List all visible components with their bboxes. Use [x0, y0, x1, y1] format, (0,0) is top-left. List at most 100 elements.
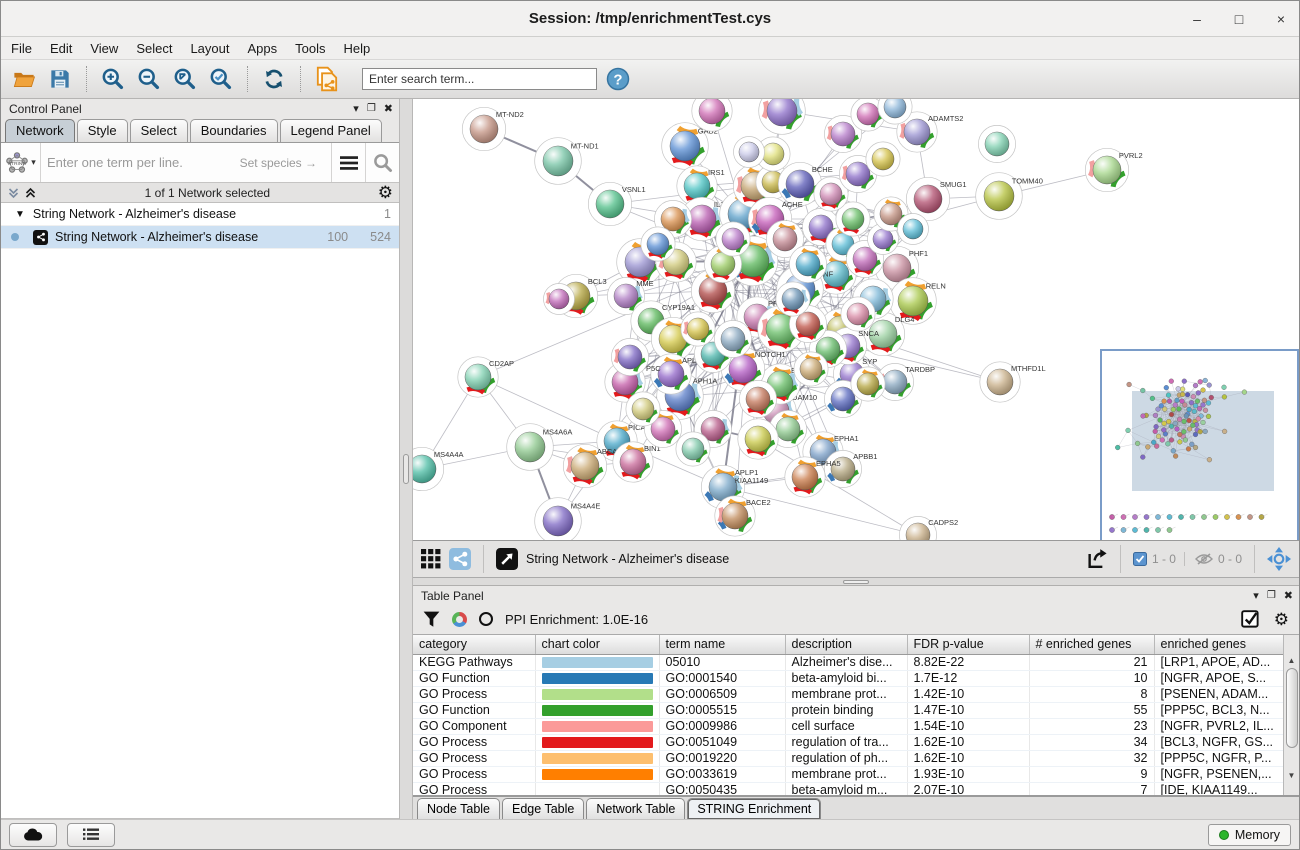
network-from-clipboard-button[interactable] — [312, 64, 342, 94]
cloud-tasks-button[interactable] — [9, 822, 57, 847]
protein-node[interactable] — [793, 351, 829, 387]
protein-node[interactable]: MS4A4E — [534, 497, 601, 541]
protein-node[interactable] — [694, 410, 732, 448]
open-in-window-icon[interactable] — [496, 548, 518, 570]
string-options-button[interactable] — [331, 143, 365, 182]
chart-settings-icon[interactable] — [452, 611, 467, 627]
panel-close-icon[interactable]: ✖ — [383, 103, 393, 115]
protein-node[interactable]: CADPS2 — [899, 516, 958, 541]
protein-node[interactable] — [611, 338, 649, 376]
table-row[interactable]: GO Component GO:0009986 cell surface 1.54E-… — [413, 718, 1283, 735]
protein-node[interactable] — [840, 296, 876, 332]
vertical-splitter[interactable] — [400, 99, 413, 819]
protein-node[interactable] — [739, 380, 777, 418]
protein-node[interactable]: DLG4 — [860, 311, 914, 357]
protein-node[interactable] — [789, 245, 827, 283]
maximize-button[interactable]: □ — [1234, 11, 1244, 27]
zoom-selected-button[interactable] — [206, 64, 236, 94]
table-row[interactable]: GO Function GO:0001540 beta-amyloid bi... 1… — [413, 670, 1283, 687]
navigator-compass-icon[interactable] — [1267, 547, 1291, 571]
table-row[interactable]: GO Process GO:0051049 regulation of tra...… — [413, 734, 1283, 751]
protein-node[interactable] — [809, 330, 847, 368]
protein-node[interactable] — [640, 226, 676, 262]
protein-node[interactable]: GFAP — [815, 253, 867, 295]
protein-node[interactable] — [897, 213, 929, 245]
close-button[interactable]: × — [1276, 11, 1286, 27]
protein-node[interactable]: IL1B — [679, 196, 729, 242]
column-header[interactable]: term name — [659, 635, 786, 655]
protein-node[interactable]: IRS1 — [676, 165, 725, 207]
open-session-button[interactable] — [9, 64, 39, 94]
search-input[interactable] — [362, 68, 597, 90]
protein-node[interactable] — [769, 410, 807, 448]
menu-apps[interactable]: Apps — [247, 40, 278, 56]
export-network-icon[interactable] — [1084, 547, 1108, 571]
select-rows-checkbox-icon[interactable] — [1240, 609, 1260, 629]
tab-style[interactable]: Style — [76, 119, 128, 142]
protein-node[interactable]: NOTCH1 — [720, 346, 786, 392]
protein-node[interactable] — [867, 223, 899, 255]
panel-menu-icon[interactable]: ▾ — [353, 103, 359, 115]
protein-node[interactable] — [715, 221, 751, 257]
tab-network[interactable]: Network — [5, 119, 75, 142]
protein-node[interactable]: MT-ND1 — [534, 137, 599, 185]
horizontal-splitter[interactable] — [413, 578, 1299, 586]
column-header[interactable]: description — [785, 635, 908, 655]
column-header[interactable]: # enriched genes — [1029, 635, 1155, 655]
tab-network-table[interactable]: Network Table — [586, 798, 686, 819]
protein-node[interactable]: MT-ND2 — [461, 106, 524, 152]
protein-node[interactable] — [755, 136, 791, 172]
protein-node[interactable]: CYP19A1 — [630, 300, 695, 342]
protein-node[interactable]: APBB1 — [824, 450, 877, 488]
protein-node[interactable]: MME — [607, 277, 654, 315]
network-canvas[interactable]: MT-ND2MT-ND1VSNL1GAB2ADAMTS2SMUG1TOMM40P… — [413, 99, 1299, 541]
protein-node[interactable]: ADAMTS2 — [896, 111, 964, 153]
protein-node[interactable] — [758, 99, 806, 135]
network-graph[interactable]: MT-ND2MT-ND1VSNL1GAB2ADAMTS2SMUG1TOMM40P… — [413, 99, 1299, 541]
network-options-gear-icon[interactable]: ⚙ — [377, 183, 393, 202]
refresh-button[interactable] — [259, 64, 289, 94]
tab-node-table[interactable]: Node Table — [417, 798, 501, 819]
tab-legend-panel[interactable]: Legend Panel — [279, 119, 382, 142]
zoom-in-button[interactable] — [98, 64, 128, 94]
protein-node[interactable]: MS4A6A — [506, 423, 573, 471]
column-header[interactable]: FDR p-value — [907, 635, 1030, 655]
birds-eye-view[interactable] — [1100, 349, 1299, 540]
string-term-input[interactable]: Enter one term per line. Set species → — [41, 143, 331, 182]
table-row[interactable]: GO Process GO:0019220 regulation of ph... 1… — [413, 750, 1283, 767]
task-history-button[interactable] — [67, 822, 115, 847]
protein-node[interactable]: PVRL2 — [1084, 147, 1143, 193]
table-row[interactable]: KEGG Pathways 05010 Alzheimer's dise... 8.8… — [413, 654, 1283, 671]
protein-node[interactable] — [850, 366, 886, 402]
table-vertical-scrollbar[interactable]: ▲ ▼ — [1283, 635, 1299, 795]
protein-node[interactable]: RELN — [889, 277, 946, 325]
protein-node[interactable]: BACE1 — [759, 363, 816, 405]
collection-expand-triangle[interactable]: ▼ — [15, 208, 25, 220]
network-collection-row[interactable]: ▼ String Network - Alzheimer's disease 1 — [1, 203, 399, 226]
splitter-handle[interactable] — [403, 454, 409, 484]
protein-node[interactable]: CD2AP — [457, 356, 514, 398]
zoom-fit-button[interactable] — [170, 64, 200, 94]
tab-select[interactable]: Select — [129, 119, 188, 142]
protein-node[interactable] — [766, 220, 804, 258]
protein-node[interactable] — [680, 311, 716, 347]
help-button[interactable]: ? — [603, 64, 633, 94]
protein-node[interactable] — [775, 281, 811, 317]
menu-select[interactable]: Select — [136, 40, 173, 56]
panel-float-icon[interactable]: ❐ — [366, 103, 376, 114]
protein-node[interactable]: ABCA7 — [562, 443, 622, 489]
set-species-hint[interactable]: Set species → — [239, 155, 317, 170]
protein-node[interactable]: BACE2 — [714, 495, 771, 537]
protein-node[interactable]: SMUG1 — [905, 176, 967, 222]
protein-node[interactable] — [877, 99, 913, 125]
scroll-down-arrow[interactable]: ▼ — [1287, 771, 1296, 780]
scrollbar-thumb[interactable] — [1285, 668, 1298, 748]
tab-edge-table[interactable]: Edge Table — [502, 798, 585, 819]
column-header[interactable]: chart color — [535, 635, 660, 655]
table-row[interactable]: GO Process GO:0050435 beta-amyloid m... 2.0… — [413, 782, 1283, 795]
save-session-button[interactable] — [45, 64, 75, 94]
panel-float-icon[interactable]: ❐ — [1266, 590, 1276, 601]
protein-node[interactable]: TOMM40 — [975, 172, 1043, 220]
protein-node[interactable]: APLP2 — [650, 353, 706, 395]
column-header[interactable]: enriched genes — [1154, 635, 1283, 655]
